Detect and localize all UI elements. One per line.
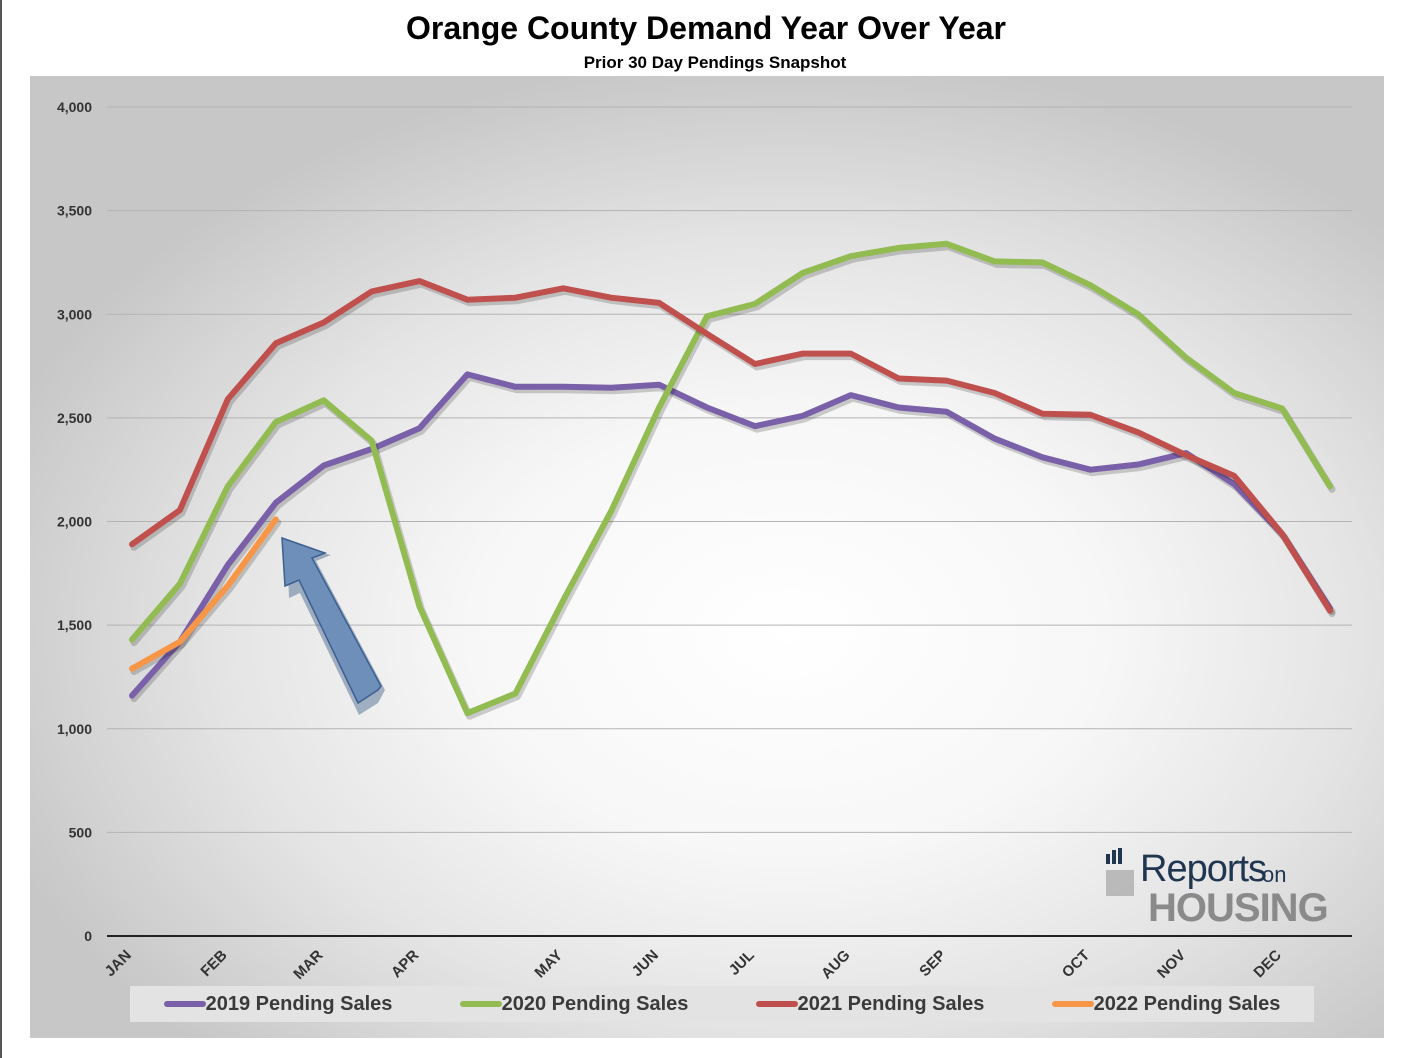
left-border <box>0 0 2 1058</box>
series-shadow <box>130 373 1336 703</box>
x-tick-label: JUN <box>629 947 662 980</box>
series-line-2020 <box>129 240 1333 717</box>
logo-text-on: on <box>1262 862 1287 887</box>
legend-item-2020: 2020 Pending Sales <box>459 992 689 1016</box>
x-tick-label: APR <box>388 947 423 982</box>
chart-title: Orange County Demand Year Over Year <box>406 10 1006 46</box>
chart-subtitle: Prior 30 Day Pendings Snapshot <box>583 53 847 72</box>
x-tick-label: FEB <box>197 947 230 980</box>
series-line-2019 <box>129 371 1333 699</box>
legend-label-2019: 2019 Pending Sales <box>205 992 393 1015</box>
y-tick-label: 3,500 <box>57 203 92 219</box>
series-shadow <box>130 518 282 676</box>
chart-legend: 2019 Pending Sales 2020 Pending Sales 20… <box>130 986 1314 1022</box>
plot-frame <box>30 76 1384 1038</box>
legend-swatch-2022 <box>1051 1001 1094 1007</box>
legend-label-2020: 2020 Pending Sales <box>501 992 689 1015</box>
grid-layer <box>107 106 1352 937</box>
x-tick-label: JUL <box>726 947 758 979</box>
logo-text-bottom: HOUSING <box>1148 886 1329 930</box>
legend-label-2021: 2021 Pending Sales <box>797 992 985 1015</box>
x-tick-label: MAR <box>290 947 326 983</box>
y-tick-label: 4,000 <box>57 99 92 115</box>
legend-item-2019: 2019 Pending Sales <box>163 992 393 1016</box>
y-tick-label: 1,500 <box>57 617 92 633</box>
x-tick-label: DEC <box>1250 947 1285 982</box>
x-axis-ticks: JAN FEB MAR APR MAY JUN JUL AUG SEP OCT NOV DEC <box>102 947 1285 983</box>
y-tick-label: 2,000 <box>57 514 92 530</box>
legend-item-2022: 2022 Pending Sales <box>1051 992 1281 1016</box>
y-tick-label: 1,000 <box>57 721 92 737</box>
arrow-annotation <box>281 536 385 715</box>
legend-swatch-2021 <box>755 1001 798 1007</box>
series-line-2022 <box>129 516 279 672</box>
legend-label-2022: 2022 Pending Sales <box>1093 992 1281 1015</box>
x-tick-label: JAN <box>102 947 135 980</box>
legend-swatch-2020 <box>459 1001 502 1007</box>
x-tick-label: AUG <box>818 947 854 983</box>
reports-on-housing-logo: Reports on HOUSING <box>1104 848 1340 932</box>
y-tick-label: 500 <box>69 824 93 840</box>
logo-text-top: Reports <box>1140 848 1267 890</box>
logo-bars-icon <box>1106 848 1134 896</box>
legend-swatch-2019 <box>163 1001 206 1007</box>
y-tick-label: 0 <box>84 928 92 944</box>
x-tick-label: NOV <box>1154 947 1189 982</box>
x-tick-label: OCT <box>1059 947 1093 981</box>
y-axis-ticks: 0 500 1,000 1,500 2,000 2,500 3,000 3,500 4,000 <box>57 99 92 944</box>
legend-item-2021: 2021 Pending Sales <box>755 992 985 1016</box>
y-tick-label: 3,000 <box>57 306 92 322</box>
x-tick-label: SEP <box>916 947 949 980</box>
series-line-2021 <box>129 278 1333 614</box>
arrow-shape-fill <box>281 536 382 705</box>
x-tick-label: MAY <box>531 947 566 982</box>
y-tick-label: 2,500 <box>57 410 92 426</box>
series-layer <box>129 240 1336 720</box>
